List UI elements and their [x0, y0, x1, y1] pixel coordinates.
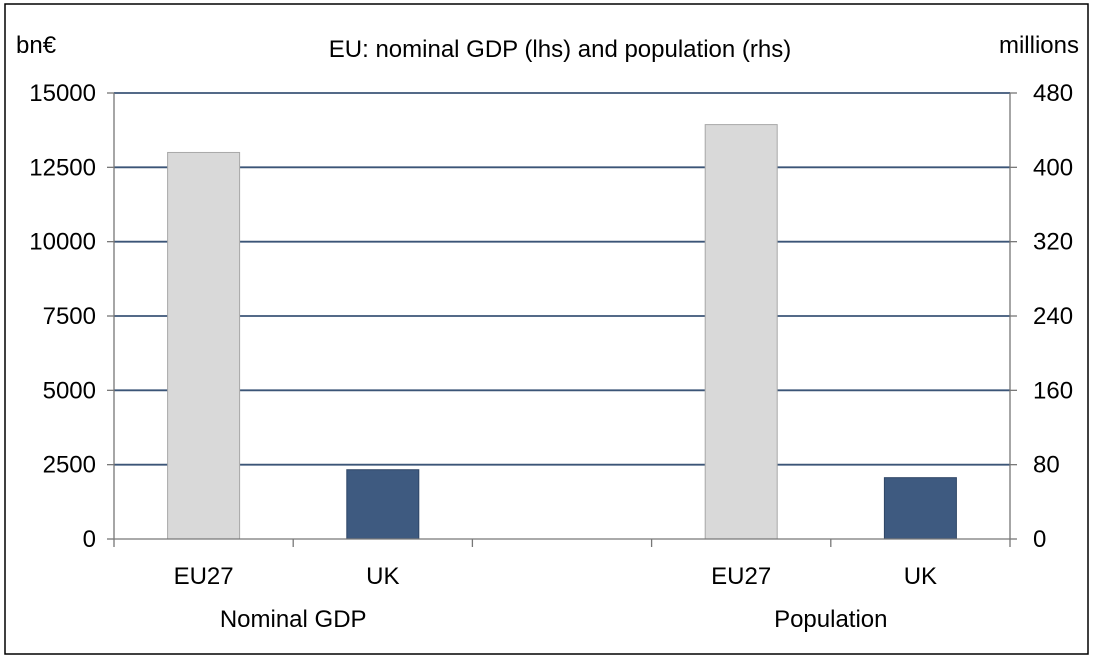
left-tick-label: 15000	[29, 80, 96, 107]
left-tick-label: 0	[83, 526, 96, 553]
left-tick-label: 7500	[43, 303, 96, 330]
left-tick-label: 12500	[29, 154, 96, 181]
right-tick-label: 320	[1033, 229, 1073, 256]
right-tick-label: 160	[1033, 377, 1073, 404]
right-tick-label: 400	[1033, 154, 1073, 181]
bars	[167, 124, 957, 540]
bar-population-eu27	[704, 124, 778, 540]
right-tick-labels: 0 80 160 240 320 400 480	[1033, 80, 1073, 553]
x-labels: EU27 UK Nominal GDP EU27 UK Population	[174, 563, 937, 633]
category-label: UK	[366, 563, 399, 590]
right-tick-label: 0	[1033, 526, 1046, 553]
left-tick-label: 10000	[29, 229, 96, 256]
bar-nominal-gdp-uk	[346, 469, 420, 540]
category-label: EU27	[711, 563, 771, 590]
category-label: EU27	[174, 563, 234, 590]
group-label: Nominal GDP	[220, 606, 367, 633]
bar-nominal-gdp-eu27	[167, 151, 241, 540]
axes	[107, 92, 1017, 547]
group-label: Population	[774, 606, 887, 633]
right-tick-label: 80	[1033, 452, 1060, 479]
right-tick-label: 240	[1033, 303, 1073, 330]
left-tick-labels: 0 2500 5000 7500 10000 12500 15000	[29, 80, 96, 553]
left-tick-label: 5000	[43, 377, 96, 404]
right-tick-label: 480	[1033, 80, 1073, 107]
category-label: UK	[904, 563, 937, 590]
bar-population-uk	[883, 477, 957, 540]
grid-lines	[114, 92, 1010, 466]
left-tick-label: 2500	[43, 452, 96, 479]
right-axis-unit: millions	[999, 32, 1079, 59]
left-axis-unit: bn€	[16, 32, 57, 59]
chart-title: EU: nominal GDP (lhs) and population (rh…	[329, 36, 791, 63]
